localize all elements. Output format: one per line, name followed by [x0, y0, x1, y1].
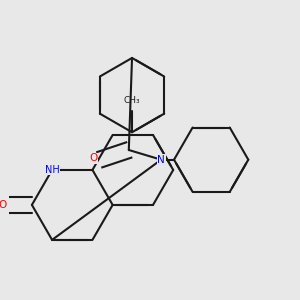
Text: O: O — [0, 200, 7, 210]
Text: N: N — [157, 155, 165, 165]
Text: CH₃: CH₃ — [124, 96, 140, 105]
Text: O: O — [89, 153, 98, 163]
Text: NH: NH — [45, 165, 59, 175]
